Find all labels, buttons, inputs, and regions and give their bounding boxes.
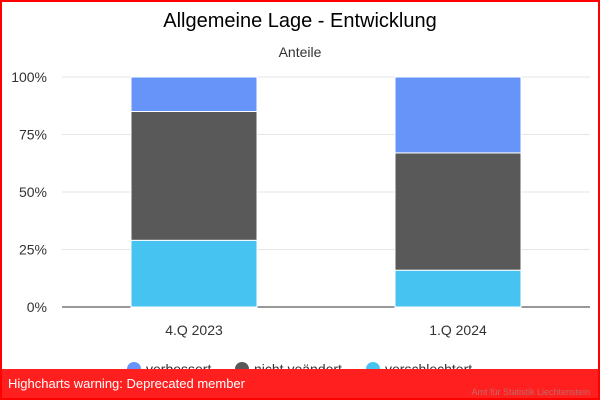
y-tick-label: 0%: [27, 299, 47, 315]
bars: [130, 76, 522, 308]
y-tick-label: 100%: [11, 69, 47, 85]
bar-segment[interactable]: [394, 76, 522, 154]
y-tick-label: 50%: [19, 184, 47, 200]
chart-subtitle: Anteile: [279, 44, 322, 60]
bar-segment[interactable]: [130, 239, 258, 308]
x-tick-label: 1.Q 2024: [429, 322, 487, 338]
y-tick-label: 25%: [19, 242, 47, 258]
x-axis: 4.Q 2023 1.Q 2024: [165, 322, 487, 338]
bar-segment[interactable]: [130, 111, 258, 241]
bar-segment[interactable]: [130, 76, 258, 112]
highcharts-warning: Highcharts warning: Deprecated member: [2, 369, 598, 398]
credits-link[interactable]: Amt für Statistik Liechtenstein: [471, 387, 590, 397]
chart-title: Allgemeine Lage - Entwicklung: [163, 10, 437, 32]
x-tick-label: 4.Q 2023: [165, 322, 223, 338]
bar-segment[interactable]: [394, 152, 522, 271]
y-axis: 0% 25% 50% 75% 100%: [11, 69, 47, 315]
bar-segment[interactable]: [394, 269, 522, 308]
y-tick-label: 75%: [19, 127, 47, 143]
